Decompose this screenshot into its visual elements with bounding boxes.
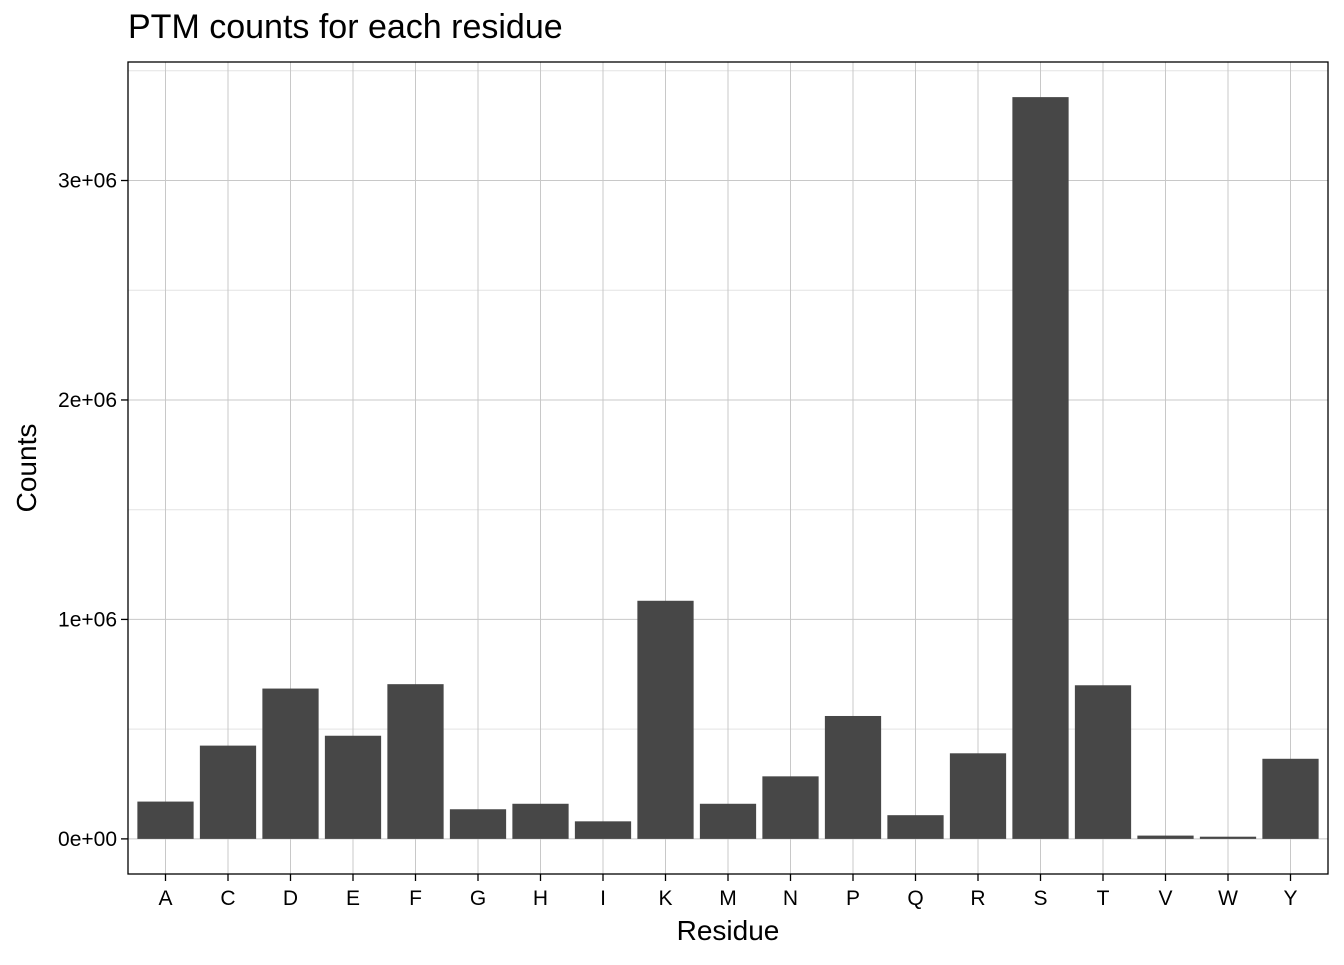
bar-E <box>324 735 382 839</box>
x-tick-label: M <box>719 887 737 910</box>
x-tick-label: A <box>158 887 172 910</box>
bar-M <box>699 803 757 839</box>
bar-G <box>449 809 507 839</box>
axes: 0e+00 1e+06 2e+06 3e+06 A C D E F G H I K M N P Q R S T V W Y <box>58 170 1297 910</box>
x-axis-title: Residue <box>677 915 780 946</box>
y-tick-label: 1e+06 <box>58 608 117 631</box>
x-tick-label: I <box>600 887 606 910</box>
y-tick-label: 0e+00 <box>58 828 117 851</box>
bar-N <box>762 776 819 839</box>
x-tick-label: D <box>283 887 298 910</box>
x-tick-label: T <box>1097 887 1110 910</box>
x-tick-label: W <box>1218 887 1238 910</box>
x-tick-label: H <box>533 887 548 910</box>
bar-F <box>387 684 444 839</box>
x-tick-label: F <box>409 887 422 910</box>
bar-W <box>1199 836 1257 839</box>
x-tick-label: R <box>970 887 985 910</box>
x-tick-label: K <box>658 887 672 910</box>
bar-Y <box>1262 758 1319 839</box>
y-tick-label: 2e+06 <box>58 389 117 412</box>
x-tick-label: V <box>1158 887 1172 910</box>
bar-D <box>262 688 319 839</box>
bar-R <box>949 753 1007 839</box>
x-tick-label: G <box>470 887 486 910</box>
bars <box>137 97 1319 839</box>
bar-V <box>1137 835 1194 839</box>
y-tick-label: 3e+06 <box>58 170 117 193</box>
bar-T <box>1074 685 1132 839</box>
x-tick-label: E <box>346 887 360 910</box>
x-tick-label: P <box>846 887 860 910</box>
bar-S <box>1012 97 1069 839</box>
bar-Q <box>887 815 944 839</box>
x-tick-label: S <box>1033 887 1047 910</box>
y-axis-title: Counts <box>11 424 42 513</box>
bar-H <box>512 803 569 839</box>
x-tick-label: Q <box>907 887 923 910</box>
chart-title: PTM counts for each residue <box>128 8 563 46</box>
bar-I <box>574 821 632 839</box>
bar-K <box>637 600 694 839</box>
x-tick-label: N <box>783 887 798 910</box>
x-tick-label: Y <box>1283 887 1297 910</box>
bar-A <box>137 801 194 839</box>
bar-P <box>824 715 882 839</box>
bar-C <box>199 745 257 839</box>
x-tick-label: C <box>220 887 235 910</box>
